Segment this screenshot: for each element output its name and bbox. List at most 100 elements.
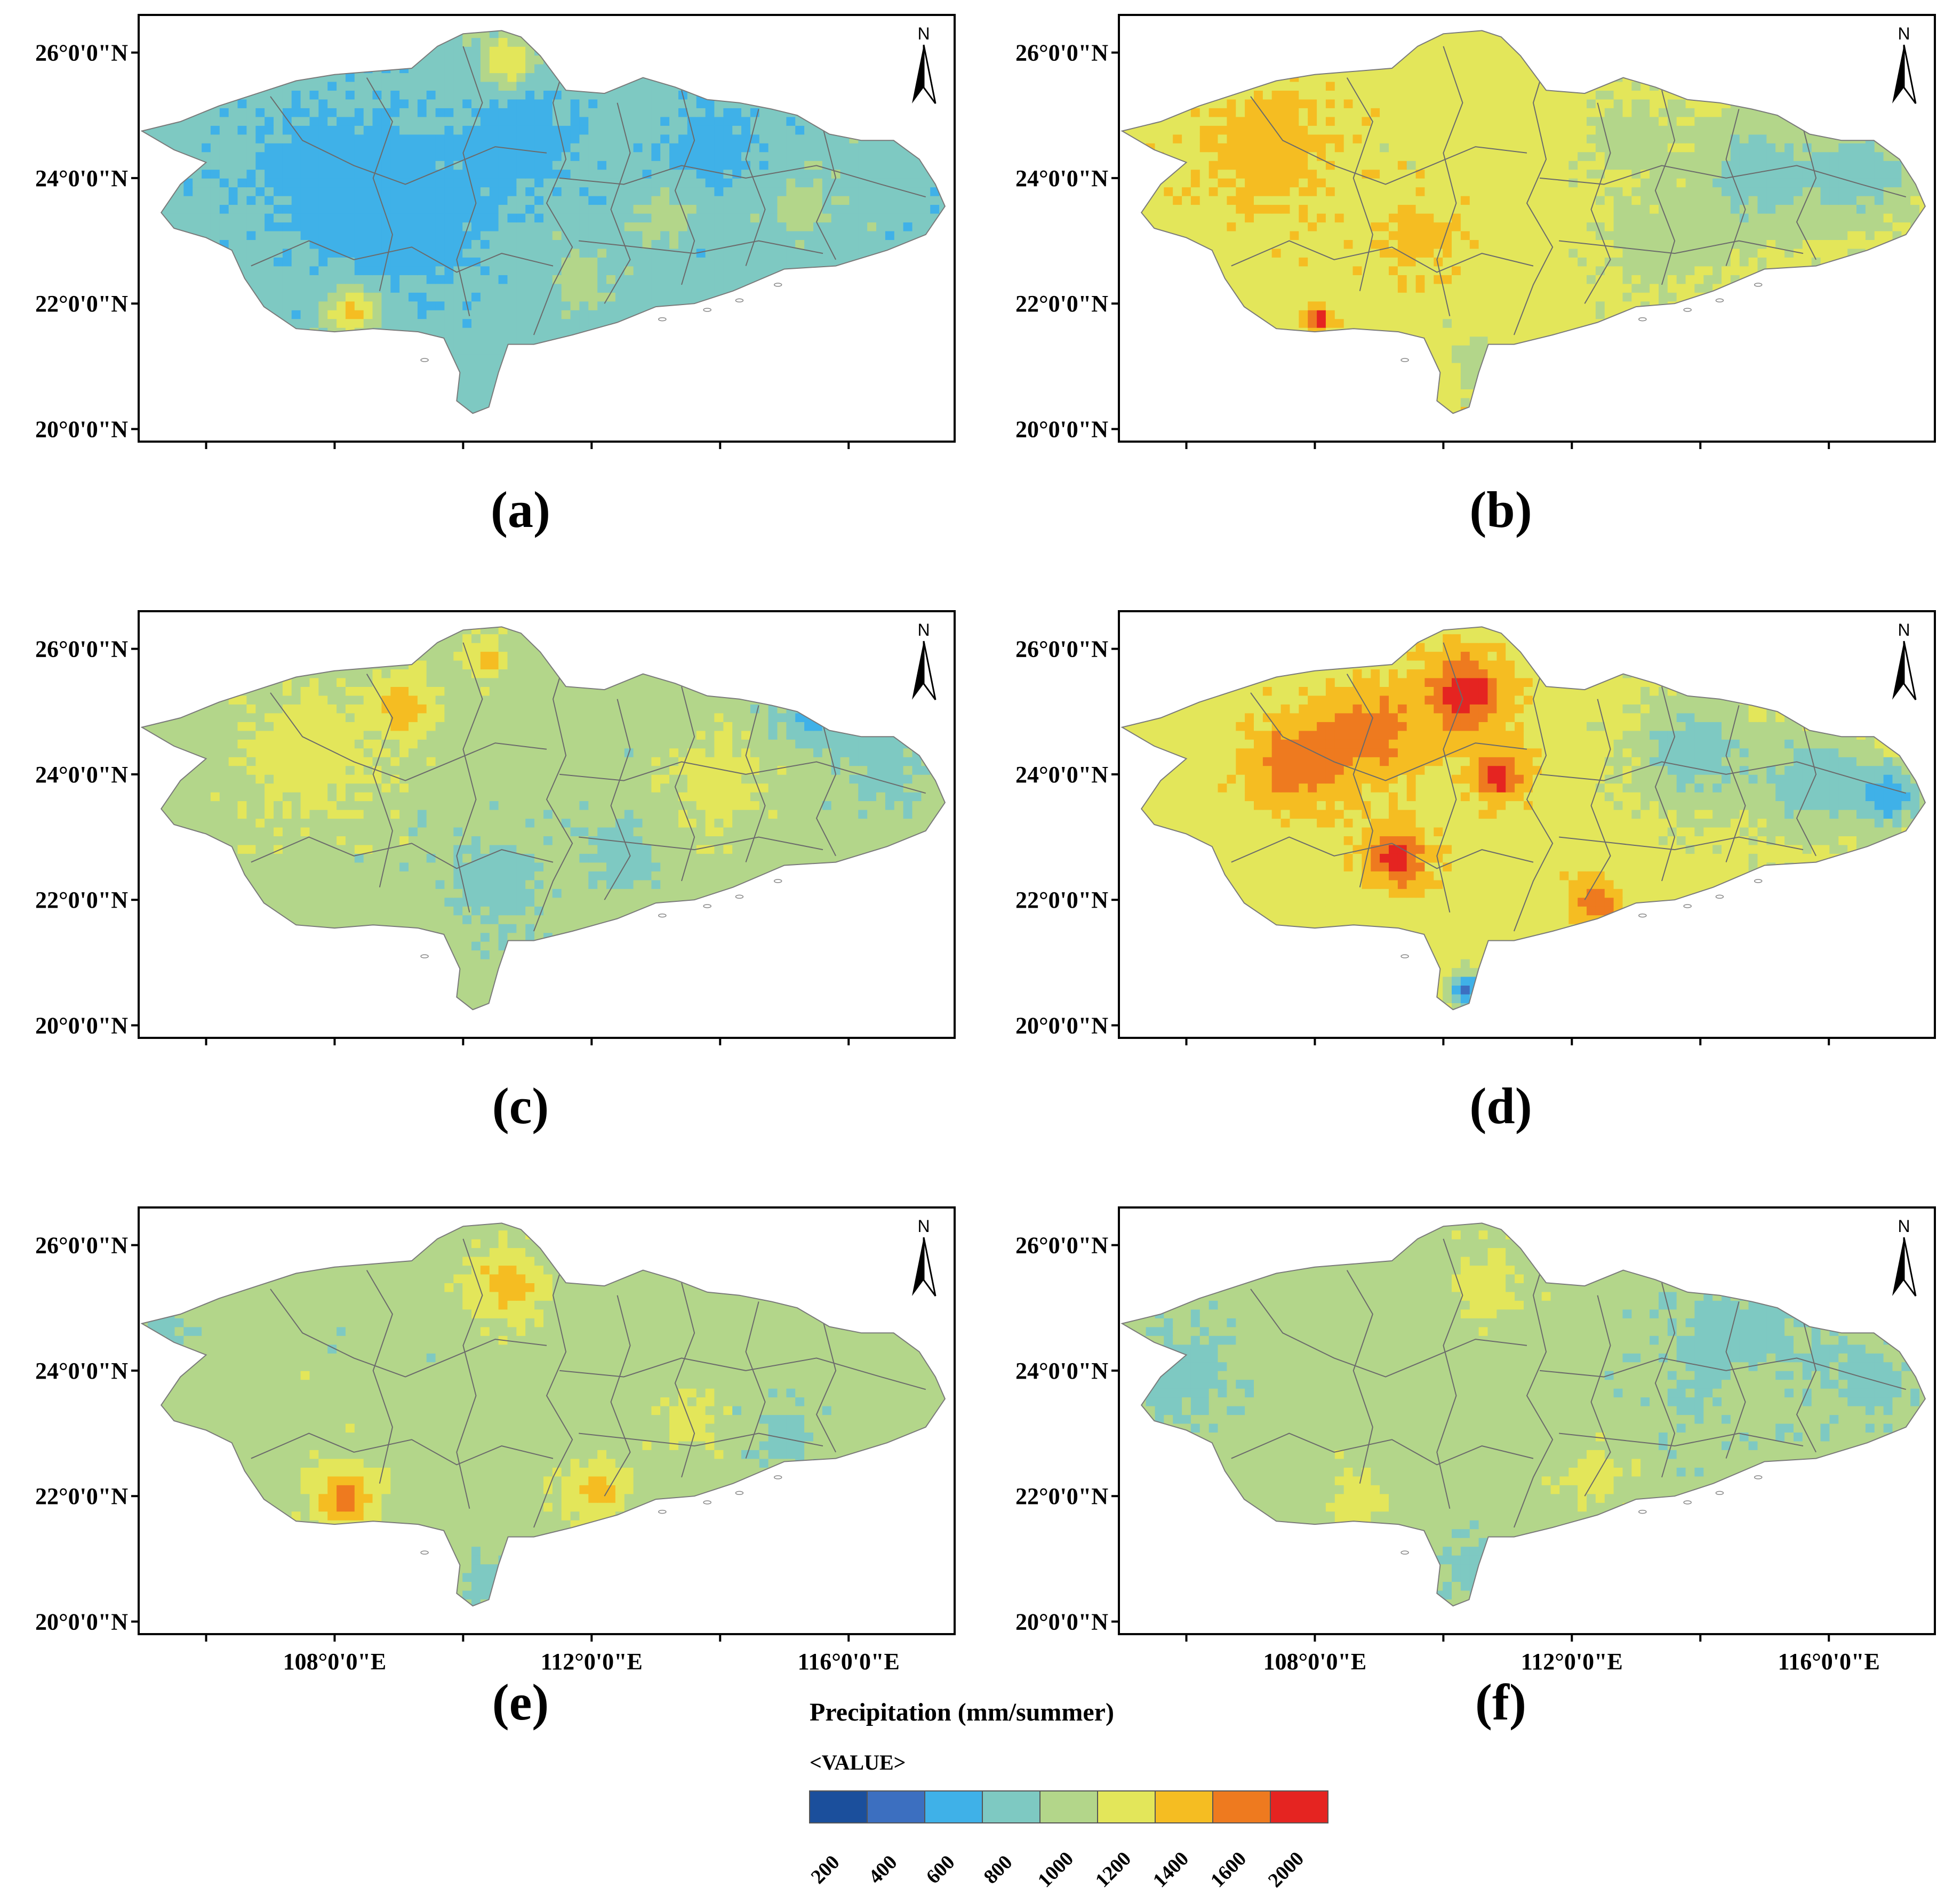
raster-cell [237, 248, 247, 258]
raster-cell [354, 230, 364, 240]
raster-cell [552, 151, 562, 161]
raster-cell [543, 327, 553, 337]
raster-cell [337, 90, 346, 100]
raster-cell [363, 318, 373, 328]
raster-cell [633, 257, 643, 267]
raster-cell [867, 230, 877, 240]
raster-cell [858, 178, 868, 188]
raster-cell [354, 73, 364, 82]
raster-cell [309, 160, 319, 170]
raster-cell [309, 318, 319, 328]
raster-cell [489, 204, 499, 214]
raster-cell [471, 354, 481, 363]
raster-cell [552, 239, 562, 249]
raster-cell [354, 283, 364, 293]
raster-cell [426, 134, 436, 143]
raster-cell [876, 143, 886, 153]
raster-cell [265, 187, 274, 196]
raster-cell [651, 195, 661, 205]
raster-cell [561, 116, 571, 126]
raster-cell [831, 230, 841, 240]
raster-cell [237, 143, 247, 153]
raster-cell [372, 204, 382, 214]
raster-cell [723, 257, 733, 267]
raster-cell [462, 99, 472, 108]
raster-cell [291, 90, 301, 100]
raster-cell [318, 187, 328, 196]
raster-cell [795, 204, 805, 214]
raster-cell [732, 266, 742, 275]
raster-cell [363, 99, 373, 108]
raster-cell [471, 73, 481, 82]
raster-cell [894, 230, 904, 240]
lat-label: 24°0'0"N [35, 165, 128, 191]
raster-cell [426, 116, 436, 126]
raster-cell [291, 257, 301, 267]
raster-cell [534, 213, 544, 223]
raster-cell [309, 81, 319, 91]
raster-cell [300, 116, 310, 126]
raster-cell [867, 239, 877, 249]
raster-cell [337, 125, 346, 135]
raster-cell [759, 222, 769, 231]
raster-cell [543, 116, 553, 126]
raster-cell [507, 336, 517, 346]
raster-cell [219, 108, 229, 117]
raster-cell [777, 187, 787, 196]
raster-cell [471, 248, 481, 258]
raster-cell [669, 116, 679, 126]
raster-cell [498, 160, 508, 170]
raster-cell [246, 204, 257, 214]
raster-cell [570, 318, 580, 328]
raster-cell [372, 257, 382, 267]
raster-cell [651, 178, 661, 188]
raster-cell [489, 257, 499, 267]
raster-cell [183, 222, 193, 231]
raster-cell [516, 125, 526, 135]
raster-cell [669, 230, 679, 240]
raster-cell [831, 204, 841, 214]
raster-cell [372, 125, 382, 135]
raster-cell [291, 108, 301, 117]
raster-cell [615, 309, 625, 319]
raster-cell [552, 204, 562, 214]
raster-cell [399, 187, 409, 196]
raster-cell [246, 222, 257, 231]
raster-cell [444, 81, 454, 91]
raster-cell [390, 230, 400, 240]
raster-cell [579, 309, 589, 319]
raster-cell [579, 266, 589, 275]
raster-cell [867, 151, 877, 161]
raster-cell [399, 266, 409, 275]
raster-cell [282, 151, 292, 161]
raster-cell [687, 257, 697, 267]
raster-cell [435, 248, 445, 258]
raster-cell [579, 178, 589, 188]
raster-cell [642, 301, 652, 310]
raster-cell [480, 309, 490, 319]
raster-cell [840, 213, 850, 223]
raster-cell [687, 204, 697, 214]
raster-cell [309, 108, 319, 117]
raster-cell [265, 248, 274, 258]
raster-cell [246, 169, 257, 179]
raster-cell [678, 230, 688, 240]
raster-cell [309, 275, 319, 284]
raster-cell [390, 125, 400, 135]
raster-cell [534, 275, 544, 284]
raster-cell [327, 125, 337, 135]
raster-cell [768, 257, 778, 267]
raster-cell [462, 283, 472, 293]
raster-cell [453, 99, 463, 108]
raster-cell [417, 63, 427, 74]
raster-cell [354, 292, 364, 302]
raster-cell [345, 213, 355, 223]
raster-cell [462, 230, 472, 240]
raster-cell [561, 230, 571, 240]
raster-cell [507, 151, 517, 161]
raster-cell [282, 309, 292, 319]
raster-cell [282, 213, 292, 223]
raster-cell [597, 266, 607, 275]
raster-cell [705, 222, 715, 231]
raster-cell [579, 230, 589, 240]
